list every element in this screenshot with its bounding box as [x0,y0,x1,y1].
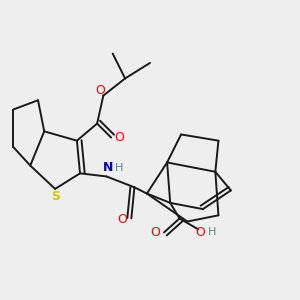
Text: H: H [115,163,123,173]
Text: O: O [195,226,205,239]
Text: N: N [103,161,113,174]
Text: O: O [150,226,160,239]
Text: H: H [208,227,216,237]
Text: S: S [51,190,60,203]
Text: O: O [95,84,105,98]
Text: O: O [114,131,124,144]
Text: O: O [117,214,127,226]
